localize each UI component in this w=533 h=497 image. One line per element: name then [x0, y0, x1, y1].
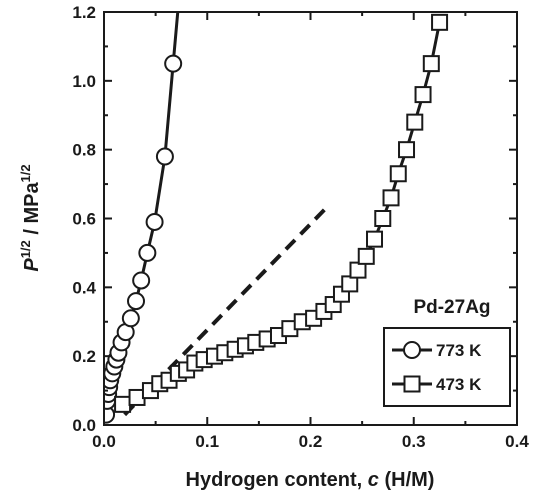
y-tick-labels: 0.0 0.2 0.4 0.6 0.8 1.0 1.2 — [72, 3, 96, 435]
x-axis-title-prefix: Hydrogen content, — [186, 469, 368, 491]
x-tick-label: 0.3 — [402, 432, 426, 451]
y-axis-title-p-sup: 1/2 — [18, 240, 33, 258]
data-point — [145, 212, 164, 231]
data-point — [164, 54, 183, 73]
data-point — [132, 271, 151, 290]
x-axis-title-suffix: (H/M) — [379, 469, 435, 491]
data-point — [406, 113, 424, 131]
data-point — [138, 243, 157, 262]
data-point — [121, 309, 140, 328]
data-point — [114, 395, 132, 413]
data-point — [382, 189, 400, 207]
x-tick-label: 0.1 — [195, 432, 219, 451]
y-axis-title-unit-sup: 1/2 — [18, 164, 33, 182]
plot-frame — [103, 11, 518, 426]
y-axis-title-mid: / MPa — [21, 182, 43, 241]
data-point — [431, 13, 449, 31]
y-tick-label: 1.2 — [72, 3, 96, 22]
data-point — [366, 230, 384, 248]
data-point — [357, 247, 375, 265]
x-tick-labels: 0.0 0.1 0.2 0.3 0.4 — [92, 432, 529, 451]
x-axis-title: Hydrogen content, c (H/M) — [186, 469, 435, 491]
chart-annotation: Pd-27Ag — [413, 297, 490, 318]
legend-label-773k: 773 K — [436, 341, 482, 360]
data-point — [127, 292, 146, 311]
legend: 773 K 473 K — [383, 327, 511, 407]
legend-marker-473k — [403, 375, 421, 393]
y-tick-label: 1.0 — [72, 72, 96, 91]
data-point — [389, 165, 407, 183]
y-axis-title-p: P — [21, 258, 43, 272]
x-tick-label: 0.2 — [299, 432, 323, 451]
data-point — [341, 275, 359, 293]
legend-entry-473k: 473 K — [392, 375, 482, 394]
y-tick-label: 0.4 — [72, 278, 96, 297]
y-axis-title: P1/2 / MPa1/2 — [18, 164, 43, 271]
legend-frame — [383, 327, 511, 407]
data-point — [398, 141, 416, 159]
y-tick-label: 0.6 — [72, 210, 96, 229]
data-point — [414, 86, 432, 104]
data-point — [374, 210, 392, 227]
x-tick-label: 0.4 — [505, 432, 529, 451]
data-point — [349, 261, 367, 279]
data-point — [422, 55, 440, 73]
x-tick-label: 0.0 — [92, 432, 116, 451]
legend-label-473k: 473 K — [436, 375, 482, 394]
y-tick-label: 0.8 — [72, 141, 96, 160]
y-tick-label: 0.0 — [72, 416, 96, 435]
y-tick-label: 0.2 — [72, 347, 96, 366]
legend-marker-773k — [403, 341, 421, 359]
data-point — [155, 147, 174, 166]
legend-entry-773k: 773 K — [392, 341, 482, 360]
x-axis-title-symbol: c — [368, 469, 379, 491]
series-points — [104, 13, 449, 424]
